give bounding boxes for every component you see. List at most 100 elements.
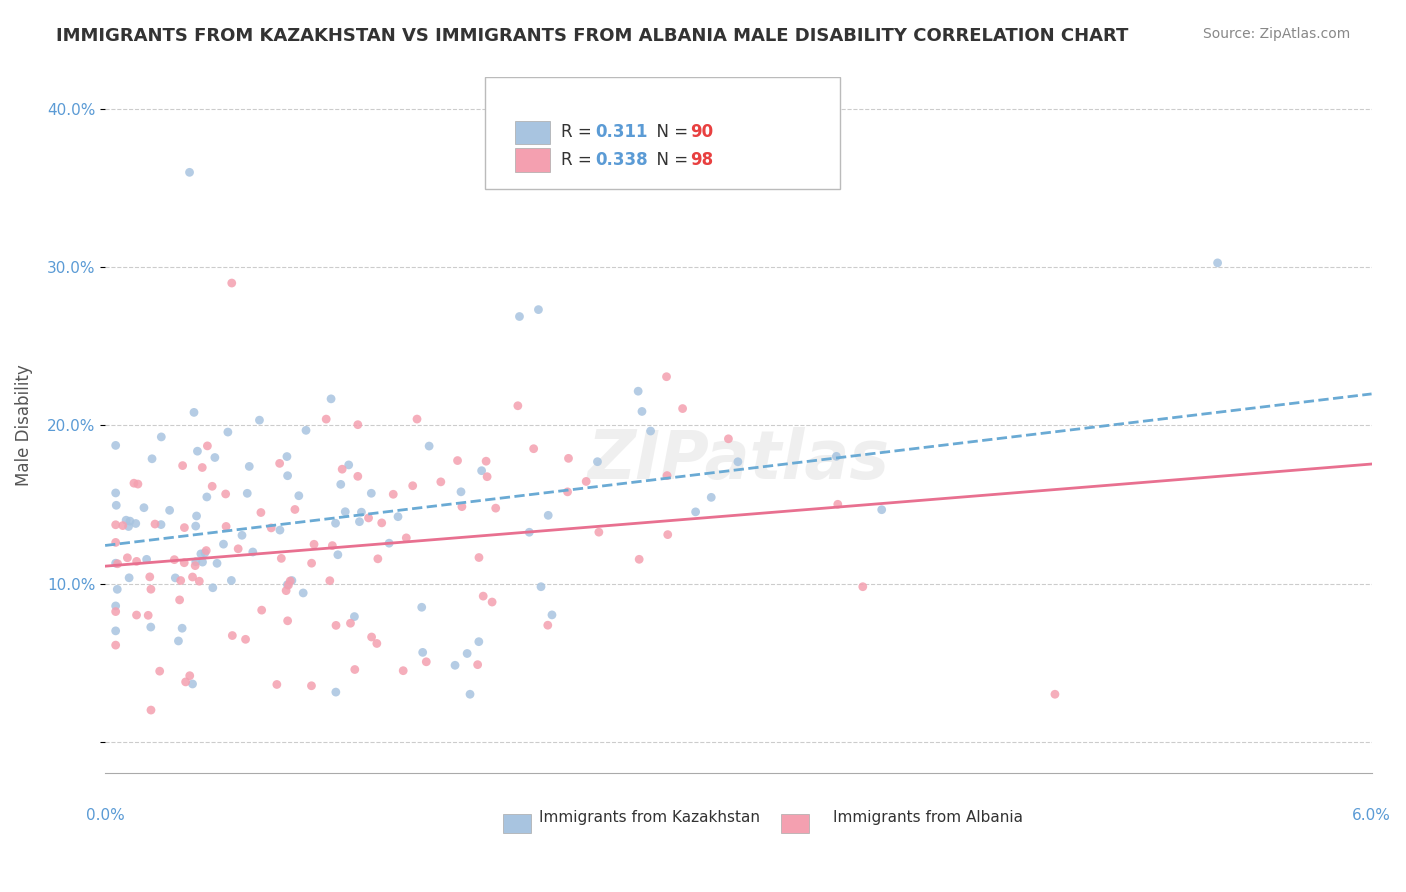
Point — [201, 581, 224, 595]
Point — [104, 517, 127, 532]
Point — [321, 539, 343, 553]
Point — [104, 599, 127, 613]
FancyBboxPatch shape — [516, 120, 550, 145]
Point — [270, 551, 292, 566]
Point — [195, 543, 218, 558]
Point — [104, 486, 127, 500]
Point — [281, 574, 304, 588]
Point — [136, 608, 159, 623]
Point — [115, 513, 138, 527]
Point — [132, 500, 155, 515]
Point — [277, 468, 299, 483]
Point — [139, 620, 162, 634]
Point — [346, 469, 368, 483]
Point — [671, 401, 693, 416]
Point — [319, 574, 342, 588]
Point — [284, 502, 307, 516]
Point — [537, 508, 560, 523]
Point — [167, 634, 190, 648]
Point — [179, 669, 201, 683]
Point — [226, 541, 249, 556]
Point — [221, 628, 243, 642]
Point — [541, 607, 564, 622]
Point — [104, 638, 127, 652]
Point — [458, 687, 481, 701]
Point — [366, 636, 388, 650]
Text: R =: R = — [561, 152, 598, 169]
Point — [179, 165, 201, 179]
Point — [325, 618, 347, 632]
Point — [640, 424, 662, 438]
Point — [852, 580, 875, 594]
Point — [346, 417, 368, 432]
Text: N =: N = — [645, 152, 693, 169]
Point — [191, 555, 214, 569]
Point — [118, 514, 141, 528]
Point — [628, 552, 651, 566]
Point — [343, 663, 366, 677]
Text: R =: R = — [561, 123, 598, 142]
Text: ZIPatlas: ZIPatlas — [588, 427, 890, 493]
Point — [337, 458, 360, 472]
Text: Immigrants from Albania: Immigrants from Albania — [834, 810, 1024, 825]
Point — [250, 603, 273, 617]
Point — [325, 516, 347, 531]
Point — [149, 664, 172, 678]
Point — [481, 595, 503, 609]
Text: Source: ZipAtlas.com: Source: ZipAtlas.com — [1202, 27, 1350, 41]
Point — [266, 677, 288, 691]
Point — [276, 583, 298, 598]
Point — [221, 276, 243, 290]
Point — [276, 577, 298, 591]
Point — [588, 525, 610, 540]
Point — [159, 503, 181, 517]
Point — [184, 519, 207, 533]
Point — [174, 674, 197, 689]
Point — [139, 703, 162, 717]
Point — [415, 655, 437, 669]
Point — [104, 535, 127, 549]
Point — [169, 593, 191, 607]
Point — [183, 405, 205, 419]
Point — [485, 501, 508, 516]
Point — [412, 645, 434, 659]
Point — [325, 685, 347, 699]
Point — [387, 509, 409, 524]
Point — [418, 439, 440, 453]
Text: 0.338: 0.338 — [595, 152, 648, 169]
Point — [250, 506, 273, 520]
Point — [395, 531, 418, 545]
Point — [125, 554, 148, 568]
Point — [143, 517, 166, 532]
Point — [335, 505, 357, 519]
Point — [186, 444, 208, 458]
Point — [195, 490, 218, 504]
Point — [215, 519, 238, 533]
Point — [468, 550, 491, 565]
Point — [242, 545, 264, 559]
Text: 0.0%: 0.0% — [86, 808, 125, 823]
Point — [471, 464, 494, 478]
Point — [181, 677, 204, 691]
Text: IMMIGRANTS FROM KAZAKHSTAN VS IMMIGRANTS FROM ALBANIA MALE DISABILITY CORRELATIO: IMMIGRANTS FROM KAZAKHSTAN VS IMMIGRANTS… — [56, 27, 1129, 45]
Text: Immigrants from Kazakhstan: Immigrants from Kazakhstan — [538, 810, 761, 825]
Point — [125, 608, 148, 623]
Point — [557, 451, 579, 466]
Point — [537, 618, 560, 632]
FancyBboxPatch shape — [782, 814, 810, 833]
Text: 0.311: 0.311 — [595, 123, 648, 142]
Point — [236, 486, 259, 500]
Point — [450, 484, 472, 499]
Point — [446, 453, 468, 467]
Point — [163, 552, 186, 566]
Point — [326, 548, 349, 562]
Point — [350, 505, 373, 519]
Point — [631, 404, 654, 418]
Point — [111, 518, 134, 533]
Point — [444, 658, 467, 673]
Point — [392, 664, 415, 678]
Point — [194, 546, 217, 560]
Point — [184, 558, 207, 573]
Point — [371, 516, 394, 530]
Point — [117, 550, 139, 565]
